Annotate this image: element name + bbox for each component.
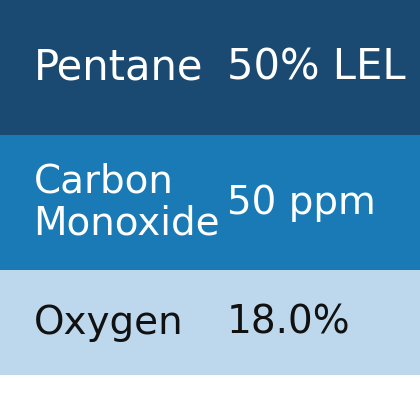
Text: Pentane: Pentane (34, 47, 203, 89)
Bar (0, 0, 420, 135)
Text: Carbon
Monoxide: Carbon Monoxide (34, 162, 220, 243)
Bar (0, 270, 420, 375)
Text: 50% LEL: 50% LEL (227, 47, 405, 89)
Text: 50 ppm: 50 ppm (227, 184, 375, 221)
Text: Oxygen: Oxygen (34, 304, 183, 341)
Text: 18.0%: 18.0% (227, 304, 350, 341)
Bar (0, 135, 420, 270)
